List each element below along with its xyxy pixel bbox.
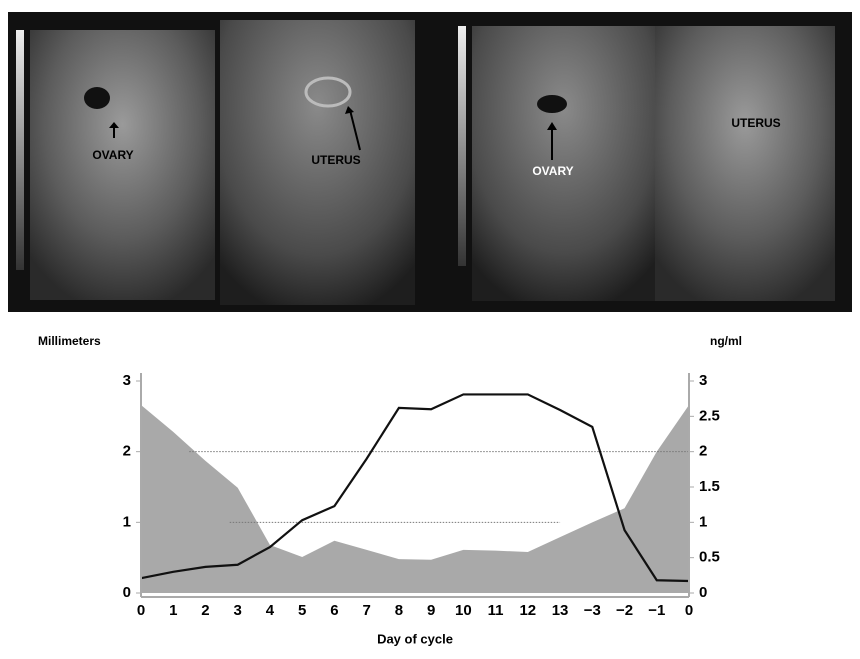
x-tick-label: 11 — [488, 602, 504, 619]
y-tick-label: 0 — [123, 584, 131, 601]
panel-label: OVARY — [92, 148, 133, 162]
uterus-structure — [304, 76, 352, 108]
x-tick-label: 2 — [201, 602, 209, 619]
x-tick-label: 13 — [552, 602, 569, 619]
y2-tick-label: 1.5 — [699, 478, 720, 495]
y2-tick-label: 0 — [699, 584, 707, 601]
ovary-structure — [537, 95, 567, 113]
x-tick-label: −2 — [616, 602, 633, 619]
x-tick-label: 8 — [395, 602, 403, 619]
arrow-head — [345, 106, 354, 114]
x-tick-label: 4 — [266, 602, 275, 619]
ultrasound-panel — [30, 30, 215, 300]
y2-tick-label: 2 — [699, 443, 707, 460]
ultrasound-images: OVARY UTERUS OVARY UTERUS — [8, 12, 852, 312]
x-tick-label: 9 — [427, 602, 435, 619]
ovary-structure — [84, 87, 110, 109]
ultrasound-panel — [472, 26, 655, 301]
x-tick-label: −3 — [584, 602, 601, 619]
y-axis-label: Millimeters — [38, 334, 101, 348]
panel-label: OVARY — [532, 164, 573, 178]
x-tick-label: 6 — [330, 602, 338, 619]
x-tick-label: 7 — [362, 602, 370, 619]
x-tick-label: 10 — [455, 602, 472, 619]
y-tick-label: 3 — [123, 372, 131, 389]
x-tick-label: 5 — [298, 602, 306, 619]
x-tick-label: −1 — [648, 602, 665, 619]
y2-tick-label: 2.5 — [699, 407, 720, 424]
gray-scale-bar — [16, 30, 24, 270]
panel-label: UTERUS — [311, 153, 360, 167]
y-tick-label: 2 — [123, 443, 131, 460]
x-tick-label: 0 — [137, 602, 145, 619]
x-tick-label: 3 — [234, 602, 242, 619]
panel-label: UTERUS — [731, 116, 780, 130]
arrow — [349, 109, 361, 151]
ultrasound-panel — [655, 26, 835, 301]
gray-scale-bar — [458, 26, 466, 266]
arrow-head — [109, 122, 119, 128]
y2-tick-label: 3 — [699, 372, 707, 389]
y2-tick-label: 1 — [699, 513, 707, 530]
y-tick-label: 1 — [123, 513, 131, 530]
ultrasound-panel — [220, 20, 415, 305]
area — [141, 405, 689, 593]
x-tick-label: 0 — [685, 602, 693, 619]
y2-tick-label: 0.5 — [699, 549, 720, 566]
arrow-head — [547, 122, 557, 130]
y2-axis-label: ng/ml — [710, 334, 742, 348]
x-axis-label: Day of cycle — [377, 631, 453, 646]
line — [140, 393, 690, 583]
x-tick-label: 1 — [169, 602, 177, 619]
x-tick-label: 12 — [519, 602, 536, 619]
